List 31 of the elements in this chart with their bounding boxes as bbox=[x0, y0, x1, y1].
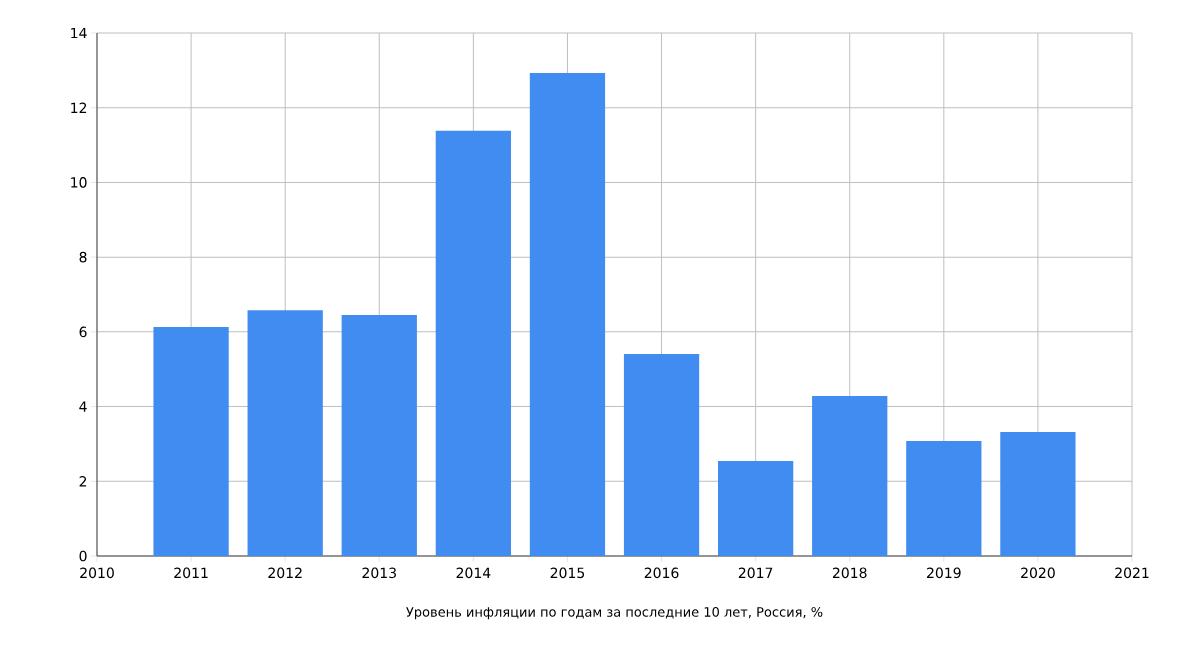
x-tick-label: 2012 bbox=[268, 567, 302, 579]
bar bbox=[906, 440, 982, 556]
x-tick-label: 2010 bbox=[80, 567, 114, 579]
y-tick-label: 10 bbox=[71, 177, 87, 188]
x-tick-label: 2021 bbox=[1115, 567, 1149, 579]
bar bbox=[623, 353, 700, 556]
x-tick-label: 2015 bbox=[550, 567, 585, 579]
y-tick-label: 2 bbox=[79, 476, 87, 487]
x-tick-label: 2016 bbox=[644, 567, 679, 579]
bar bbox=[247, 310, 323, 556]
x-tick-label: 2019 bbox=[927, 567, 961, 579]
y-tick-label: 12 bbox=[71, 102, 87, 113]
bar bbox=[341, 315, 417, 556]
y-tick-label: 0 bbox=[79, 550, 87, 562]
bar bbox=[1000, 431, 1076, 556]
y-tick-label: 8 bbox=[79, 251, 87, 263]
bar bbox=[812, 396, 888, 556]
bar bbox=[718, 461, 794, 556]
x-tick-label: 2017 bbox=[738, 567, 773, 579]
x-tick-label: 2014 bbox=[456, 567, 491, 579]
bar bbox=[435, 130, 511, 556]
x-axis-title: Уровень инфляции по годам за последние 10 лет, Россия, % bbox=[406, 606, 823, 620]
bar bbox=[153, 327, 229, 556]
y-tick-label: 6 bbox=[79, 326, 87, 338]
bar bbox=[529, 72, 606, 556]
x-tick-label: 2018 bbox=[832, 567, 867, 579]
x-tick-label: 2020 bbox=[1021, 567, 1055, 579]
y-tick-label: 4 bbox=[79, 401, 87, 412]
x-tick-label: 2011 bbox=[174, 567, 208, 579]
x-tick-label: 2013 bbox=[362, 567, 396, 579]
y-tick-label: 14 bbox=[71, 27, 87, 39]
